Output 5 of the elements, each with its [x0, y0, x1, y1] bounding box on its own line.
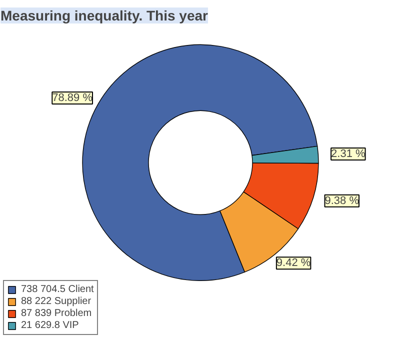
legend-label: 87 839 Problem	[21, 308, 92, 319]
legend-label: 738 704.5 Client	[21, 284, 94, 295]
legend-label: 21 629.8 VIP	[21, 320, 79, 331]
legend-label: 88 222 Supplier	[21, 296, 92, 307]
chart-title: Measuring inequality. This year	[0, 8, 209, 24]
